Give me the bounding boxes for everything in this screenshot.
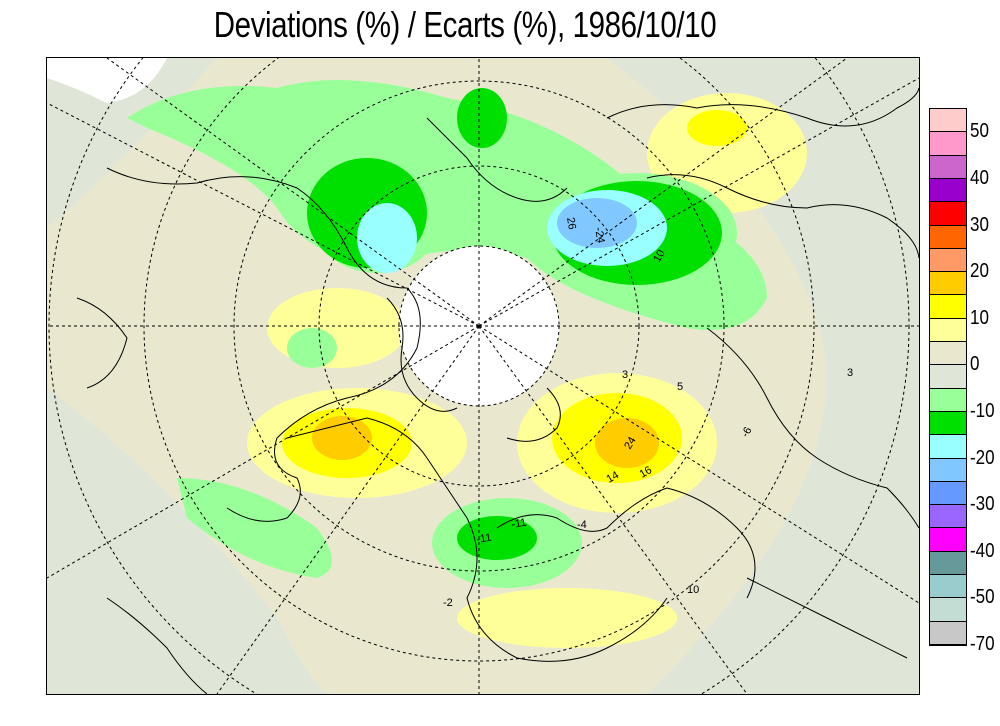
contour-label: 24 bbox=[622, 435, 639, 452]
legend-swatch bbox=[930, 248, 966, 273]
legend-swatch bbox=[930, 528, 966, 552]
color-legend bbox=[929, 108, 967, 646]
chart-title: Deviations (%) / Ecarts (%), 1986/10/10 bbox=[213, 4, 717, 45]
legend-tick-label: -20 bbox=[970, 446, 995, 469]
zone-neg-kara-core bbox=[557, 198, 637, 248]
contour-label: -2 bbox=[443, 597, 453, 609]
zone-pos-mediterranean bbox=[457, 588, 677, 648]
legend-swatch bbox=[930, 202, 966, 226]
legend-tick-label: -70 bbox=[970, 633, 995, 655]
legend-swatch bbox=[930, 458, 966, 482]
legend-tick-label: 50 bbox=[970, 120, 989, 143]
coastlines bbox=[76, 87, 919, 694]
zone-neutral-east bbox=[607, 58, 919, 694]
zone-pos-siberia-core bbox=[687, 110, 747, 146]
legend-swatch bbox=[930, 178, 966, 203]
contour-labels: 26 -24 24 14 16 10 10 -11 -11 3 5 -6 -4 … bbox=[443, 216, 853, 609]
zone-neg-alaska-small bbox=[287, 328, 337, 368]
legend-tick-label: -50 bbox=[970, 586, 995, 609]
zone-neg-europe-core bbox=[457, 516, 537, 560]
legend-swatch bbox=[930, 109, 966, 133]
polar-map: 26 -24 24 14 16 10 10 -11 -11 3 5 -6 -4 … bbox=[46, 57, 920, 695]
legend-swatch bbox=[930, 225, 966, 249]
contour-label: 3 bbox=[847, 367, 853, 379]
legend-swatch bbox=[930, 388, 966, 412]
zone-neg-pole-north bbox=[457, 88, 507, 148]
legend-tick-label: 30 bbox=[970, 213, 989, 236]
contour-label: 16 bbox=[638, 464, 655, 481]
legend-tick-label: -40 bbox=[970, 539, 995, 562]
legend-swatch bbox=[930, 155, 966, 179]
map-svg: 26 -24 24 14 16 10 10 -11 -11 3 5 -6 -4 … bbox=[47, 58, 919, 694]
legend-tick-label: 0 bbox=[970, 353, 980, 376]
contour-label: 10 bbox=[687, 584, 699, 596]
legend-swatch bbox=[930, 295, 966, 319]
contour-label: -24 bbox=[592, 226, 607, 244]
no-data-corner bbox=[47, 58, 167, 103]
legend-swatch bbox=[930, 481, 966, 506]
contour-label: -11 bbox=[475, 532, 492, 546]
legend-swatch bbox=[930, 365, 966, 389]
legend-swatch bbox=[930, 575, 966, 599]
legend-swatch bbox=[930, 551, 966, 576]
contour-label: 14 bbox=[605, 469, 622, 486]
zone-neg-baffin-core bbox=[357, 203, 417, 273]
legend-swatch bbox=[930, 435, 966, 459]
legend-tick-label: 20 bbox=[970, 260, 989, 283]
contour-label: 3 bbox=[622, 369, 628, 381]
contour-label: 10 bbox=[651, 248, 668, 265]
contour-label: 5 bbox=[677, 381, 683, 393]
zone-neg-pacific bbox=[177, 478, 332, 578]
legend-swatch bbox=[930, 132, 966, 156]
zone-pos-canada-core bbox=[312, 416, 372, 460]
legend-swatch bbox=[930, 505, 966, 529]
meridians bbox=[47, 58, 919, 694]
contour-label: -4 bbox=[577, 519, 587, 531]
legend-swatch bbox=[930, 272, 966, 296]
legend-tick-label: -30 bbox=[970, 493, 995, 516]
zone-neutral-sw bbox=[47, 388, 327, 694]
zone-pos-alaska bbox=[267, 288, 407, 368]
contour-label: 26 bbox=[564, 216, 578, 230]
legend-swatch bbox=[930, 342, 966, 366]
zone-pos-russia-core bbox=[595, 418, 659, 468]
legend-swatch bbox=[930, 411, 966, 436]
contour-label: -11 bbox=[510, 517, 527, 531]
legend-tick-label: 10 bbox=[970, 306, 989, 329]
legend-swatch bbox=[930, 621, 966, 645]
legend-tick-label: 40 bbox=[970, 166, 989, 189]
legend-swatch bbox=[930, 598, 966, 622]
legend-swatch bbox=[930, 318, 966, 343]
legend-tick-label: -10 bbox=[970, 399, 995, 422]
